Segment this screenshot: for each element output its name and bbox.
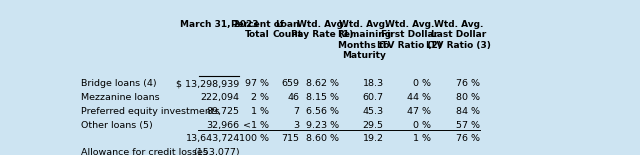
Text: 100 %: 100 %	[239, 134, 269, 143]
Text: 2 %: 2 %	[252, 93, 269, 102]
Text: 3: 3	[293, 121, 300, 130]
Text: Bridge loans (4): Bridge loans (4)	[81, 80, 157, 89]
Text: 97 %: 97 %	[246, 80, 269, 89]
Text: $ 13,298,939: $ 13,298,939	[177, 80, 240, 89]
Text: 1 %: 1 %	[252, 107, 269, 116]
Text: 46: 46	[287, 93, 300, 102]
Text: Wtd. Avg.
Remaining
Months to
Maturity: Wtd. Avg. Remaining Months to Maturity	[337, 20, 391, 60]
Text: 44 %: 44 %	[406, 93, 431, 102]
Text: 13,643,724: 13,643,724	[186, 134, 240, 143]
Text: Mezzanine loans: Mezzanine loans	[81, 93, 159, 102]
Text: Other loans (5): Other loans (5)	[81, 121, 153, 130]
Text: Allowance for credit losses: Allowance for credit losses	[81, 148, 208, 155]
Text: 57 %: 57 %	[456, 121, 480, 130]
Text: 1 %: 1 %	[413, 134, 431, 143]
Text: 8.15 %: 8.15 %	[306, 93, 339, 102]
Text: 80 %: 80 %	[456, 93, 480, 102]
Text: Preferred equity investments: Preferred equity investments	[81, 107, 220, 116]
Text: <1 %: <1 %	[243, 121, 269, 130]
Text: 8.62 %: 8.62 %	[306, 80, 339, 89]
Text: (153,077): (153,077)	[193, 148, 240, 155]
Text: Wtd. Avg.
First Dollar
LTV Ratio (2): Wtd. Avg. First Dollar LTV Ratio (2)	[378, 20, 442, 50]
Text: 222,094: 222,094	[201, 93, 240, 102]
Text: 76 %: 76 %	[456, 134, 480, 143]
Text: 0 %: 0 %	[413, 80, 431, 89]
Text: 0 %: 0 %	[413, 121, 431, 130]
Text: Wtd. Avg.
Pay Rate (1): Wtd. Avg. Pay Rate (1)	[291, 20, 353, 39]
Text: 45.3: 45.3	[362, 107, 383, 116]
Text: 32,966: 32,966	[207, 121, 240, 130]
Text: Loan
Count: Loan Count	[272, 20, 302, 39]
Text: 8.60 %: 8.60 %	[306, 134, 339, 143]
Text: Percent of
Total: Percent of Total	[231, 20, 284, 39]
Text: 659: 659	[281, 80, 300, 89]
Text: 715: 715	[281, 134, 300, 143]
Text: 60.7: 60.7	[362, 93, 383, 102]
Text: 18.3: 18.3	[362, 80, 383, 89]
Text: 76 %: 76 %	[456, 80, 480, 89]
Text: 89,725: 89,725	[207, 107, 240, 116]
Text: 29.5: 29.5	[362, 121, 383, 130]
Text: 9.23 %: 9.23 %	[306, 121, 339, 130]
Text: 7: 7	[293, 107, 300, 116]
Text: 47 %: 47 %	[406, 107, 431, 116]
Text: Wtd. Avg.
Last Dollar
LTV Ratio (3): Wtd. Avg. Last Dollar LTV Ratio (3)	[426, 20, 491, 50]
Text: 6.56 %: 6.56 %	[306, 107, 339, 116]
Text: 19.2: 19.2	[362, 134, 383, 143]
Text: March 31, 2023: March 31, 2023	[180, 20, 258, 29]
Text: 84 %: 84 %	[456, 107, 480, 116]
